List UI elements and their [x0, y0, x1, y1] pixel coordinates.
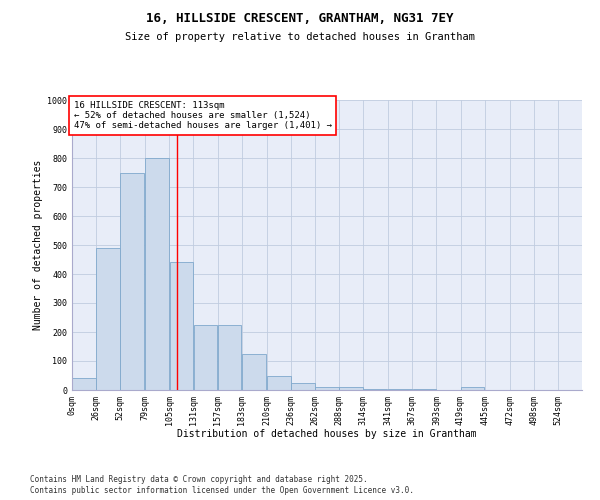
Bar	[315, 387, 339, 390]
Text: 16, HILLSIDE CRESCENT, GRANTHAM, NG31 7EY: 16, HILLSIDE CRESCENT, GRANTHAM, NG31 7E…	[146, 12, 454, 26]
Bar	[267, 376, 290, 390]
Bar	[218, 325, 241, 390]
Bar	[291, 383, 315, 390]
Bar	[72, 378, 96, 390]
Bar	[388, 388, 412, 390]
Text: Contains public sector information licensed under the Open Government Licence v3: Contains public sector information licen…	[30, 486, 414, 495]
Text: Contains HM Land Registry data © Crown copyright and database right 2025.: Contains HM Land Registry data © Crown c…	[30, 475, 368, 484]
Bar	[121, 172, 144, 390]
Bar	[364, 388, 387, 390]
Bar	[339, 387, 363, 390]
X-axis label: Distribution of detached houses by size in Grantham: Distribution of detached houses by size …	[177, 429, 477, 439]
Bar	[194, 325, 217, 390]
Bar	[242, 354, 266, 390]
Bar	[145, 158, 169, 390]
Y-axis label: Number of detached properties: Number of detached properties	[33, 160, 43, 330]
Bar	[97, 248, 120, 390]
Text: 16 HILLSIDE CRESCENT: 113sqm
← 52% of detached houses are smaller (1,524)
47% of: 16 HILLSIDE CRESCENT: 113sqm ← 52% of de…	[74, 100, 332, 130]
Text: Size of property relative to detached houses in Grantham: Size of property relative to detached ho…	[125, 32, 475, 42]
Bar	[461, 387, 484, 390]
Bar	[170, 262, 193, 390]
